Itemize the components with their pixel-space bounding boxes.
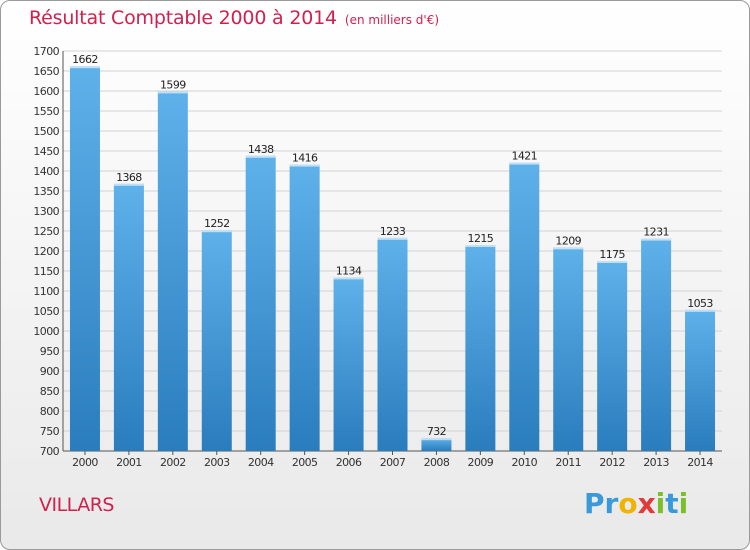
y-tick-label: 1400 [33, 165, 59, 178]
bar-2011 [553, 247, 584, 451]
bar-2009 [465, 245, 496, 451]
x-tick-label: 2013 [643, 456, 669, 469]
x-tick-label: 2001 [116, 456, 142, 469]
y-tick-label: 700 [40, 445, 60, 458]
bar-2001 [113, 183, 144, 452]
x-tick-label: 2011 [555, 456, 581, 469]
axes: 700 750 800 850 900 950 1000 1050 1100 1150 1200 12… [33, 45, 722, 469]
x-tick-label: 2002 [160, 456, 186, 469]
chart-title-main: Résultat Comptable 2000 à 2014 [29, 7, 337, 29]
y-tick-label: 1650 [33, 65, 59, 78]
logo-letter: P [584, 487, 605, 520]
y-tick-label: 1250 [33, 225, 59, 238]
bar-highlight [157, 91, 188, 94]
value-label: 1416 [292, 152, 318, 165]
x-tick-label: 2008 [424, 456, 450, 469]
value-labels: 1662 1368 1599 1252 1438 1416 1134 1233 732 1215 1… [72, 53, 714, 438]
x-tick-label: 2000 [72, 456, 98, 469]
bar-highlight [245, 155, 276, 158]
bar-highlight [597, 261, 628, 263]
bar-highlight [201, 230, 232, 233]
bar-2008 [421, 438, 452, 451]
x-tick-label: 2004 [248, 456, 274, 469]
y-tick-label: 950 [40, 345, 60, 358]
y-tick-label: 1600 [33, 85, 59, 98]
y-tick-label: 1150 [33, 265, 59, 278]
bar-highlight [509, 162, 540, 165]
x-tick-label: 2007 [380, 456, 406, 469]
y-tick-label: 1700 [33, 45, 59, 58]
value-label: 1215 [468, 232, 494, 245]
bar-2010 [509, 162, 540, 451]
value-label: 1438 [248, 143, 274, 156]
value-label: 1368 [116, 171, 142, 184]
value-label: 1252 [204, 217, 230, 230]
y-tick-label: 800 [40, 405, 60, 418]
bar-2005 [289, 164, 320, 451]
bar-2000 [69, 66, 100, 451]
x-tick-label: 2012 [599, 456, 625, 469]
bar-2013 [641, 238, 672, 451]
y-tick-label: 1000 [33, 325, 59, 338]
x-tick-label: 2003 [204, 456, 230, 469]
bar-highlight [465, 245, 496, 247]
y-tick-label: 1200 [33, 245, 59, 258]
bar-2004 [245, 155, 276, 452]
value-label: 1134 [336, 264, 362, 277]
x-tick-label: 2014 [687, 456, 713, 469]
bar-highlight [685, 309, 716, 312]
value-label: 1662 [72, 53, 98, 66]
x-tick-label: 2005 [292, 456, 318, 469]
value-label: 1209 [555, 234, 581, 247]
value-label: 1175 [599, 248, 625, 261]
bar-highlight [421, 438, 452, 441]
bar-2003 [201, 230, 232, 451]
bar-2007 [377, 237, 408, 451]
y-tick-label: 750 [40, 425, 60, 438]
y-tick-label: 1350 [33, 185, 59, 198]
bar-2014 [685, 309, 716, 451]
y-tick-label: 1500 [33, 125, 59, 138]
y-tick-label: 850 [40, 385, 60, 398]
value-label: 732 [427, 425, 446, 438]
value-label: 1599 [160, 78, 186, 91]
chart-title: Résultat Comptable 2000 à 2014 (en millie… [29, 7, 439, 29]
bar-2012 [597, 261, 628, 451]
bar-highlight [113, 183, 144, 186]
bar-highlight [289, 164, 320, 167]
bars [69, 66, 716, 452]
x-tick-label: 2010 [511, 456, 537, 469]
bar-2006 [333, 277, 364, 451]
y-tick-label: 1300 [33, 205, 59, 218]
value-label: 1233 [380, 225, 406, 238]
logo-letter: t [665, 487, 679, 520]
bar-highlight [641, 238, 672, 241]
y-tick-label: 900 [40, 365, 60, 378]
value-label: 1231 [643, 226, 669, 239]
bar-2002 [157, 91, 188, 452]
y-tick-label: 1450 [33, 145, 59, 158]
y-tick-label: 1050 [33, 305, 59, 318]
logo-letter: o [618, 487, 638, 520]
value-label: 1421 [511, 150, 537, 163]
bar-highlight [377, 237, 408, 240]
logo-letter: i [678, 487, 689, 520]
commune-name: VILLARS [39, 494, 114, 516]
bar-highlight [553, 247, 584, 250]
x-tick-label: 2006 [336, 456, 362, 469]
y-tick-label: 1100 [33, 285, 59, 298]
logo-letter: r [604, 487, 619, 520]
x-tick-label: 2009 [468, 456, 494, 469]
logo-letter: i [655, 487, 666, 520]
bar-highlight [333, 277, 364, 280]
value-label: 1053 [687, 297, 713, 310]
logo-letter: x [637, 487, 656, 520]
proxiti-logo[interactable]: Proxiti [584, 487, 688, 520]
chart-subtitle: (en milliers d'€) [344, 13, 440, 27]
y-tick-label: 1550 [33, 105, 59, 118]
bar-highlight [69, 66, 100, 69]
